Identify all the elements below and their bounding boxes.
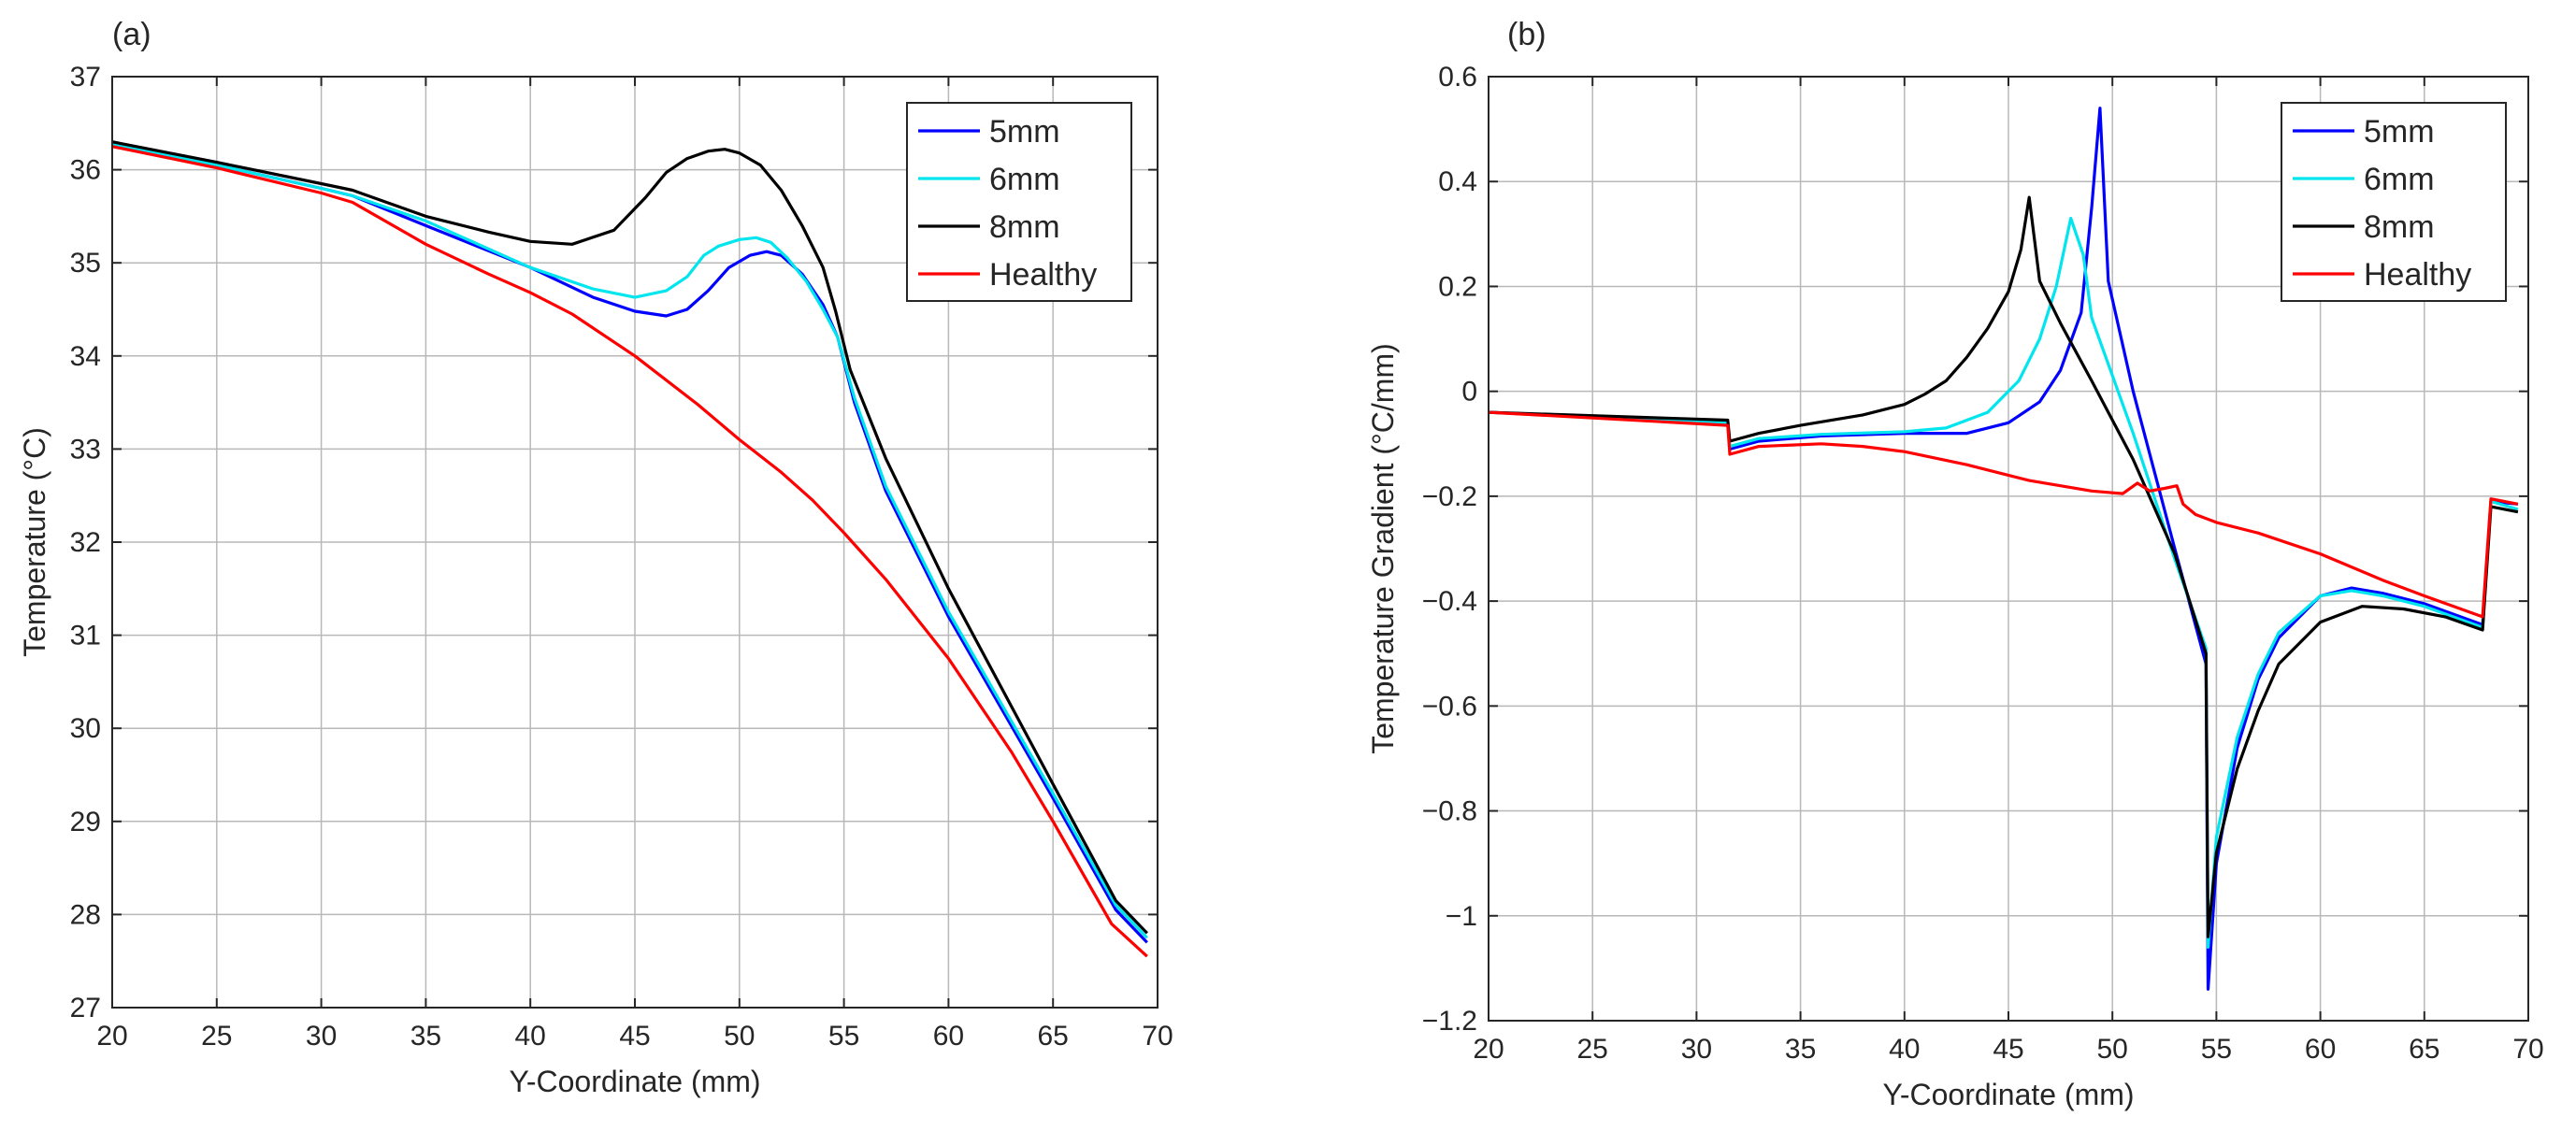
y-tick-label: 28 [70, 899, 101, 930]
panel-label: (b) [1507, 17, 1547, 52]
y-tick-label: 35 [70, 248, 101, 279]
x-tick-label: 70 [2512, 1034, 2543, 1065]
x-tick-label: 20 [1473, 1034, 1504, 1065]
panel-label: (a) [112, 17, 151, 52]
y-tick-label: 32 [70, 527, 101, 558]
x-tick-label: 65 [1038, 1021, 1069, 1052]
y-tick-label: −1.2 [1422, 1006, 1477, 1037]
x-axis-label: Y-Coordinate (mm) [509, 1065, 760, 1098]
y-tick-label: 0.2 [1438, 271, 1477, 302]
y-tick-label: −0.8 [1422, 796, 1477, 827]
series-group [1489, 107, 2519, 991]
legend-label-5mm: 5mm [2364, 114, 2435, 150]
x-tick-label: 35 [410, 1021, 441, 1052]
x-tick-label: 45 [1993, 1034, 2023, 1065]
legend-label-8mm: 8mm [989, 209, 1060, 245]
x-tick-label: 35 [1785, 1034, 1816, 1065]
legend-label-5mm: 5mm [989, 114, 1060, 150]
legend-label-6mm: 6mm [989, 162, 1060, 197]
y-tick-label: 0 [1461, 377, 1477, 408]
x-tick-label: 30 [1681, 1034, 1712, 1065]
x-tick-label: 25 [1577, 1034, 1608, 1065]
x-axis-label: Y-Coordinate (mm) [1882, 1078, 2134, 1111]
legend-box [906, 102, 1132, 302]
series-line-healthy [112, 145, 1148, 958]
legend: 5mm 6mm 8mm Healthy [906, 102, 1132, 302]
x-tick-label: 60 [2305, 1034, 2336, 1065]
chart-panel-a: 20 25 30 35 40 45 50 55 60 65 70 27 28 29 30 31 32 33 34 35… [18, 17, 1173, 1098]
x-tick-label: 55 [828, 1021, 859, 1052]
legend-label-8mm: 8mm [2364, 209, 2435, 245]
chart-panel-b: 20 25 30 35 40 45 50 55 60 65 70 −1.2 −1 −0.8 −0.6 −0.4… [1366, 17, 2544, 1111]
x-tick-label: 60 [933, 1021, 964, 1052]
series-group [112, 140, 1148, 958]
y-tick-label: 0.4 [1438, 166, 1477, 197]
series-line-6mm [112, 143, 1148, 939]
y-axis-label: Temperature (°C) [18, 427, 51, 657]
x-tick-label: 55 [2201, 1034, 2232, 1065]
x-tick-label: 40 [515, 1021, 546, 1052]
x-tick-label: 40 [1889, 1034, 1920, 1065]
y-tick-label: −0.6 [1422, 691, 1477, 722]
x-tick-label: 20 [96, 1021, 127, 1052]
y-tick-label: 29 [70, 807, 101, 837]
x-tick-label: 30 [306, 1021, 337, 1052]
y-tick-label: −0.2 [1422, 481, 1477, 512]
legend-label-6mm: 6mm [2364, 162, 2435, 197]
x-tick-label: 25 [201, 1021, 232, 1052]
y-tick-label: 36 [70, 155, 101, 186]
y-tick-label: −1 [1446, 901, 1477, 932]
series-line-5mm [1489, 107, 2519, 991]
legend-box [2281, 102, 2507, 302]
series-line-6mm [1489, 216, 2519, 950]
x-tick-label: 50 [2097, 1034, 2128, 1065]
series-line-8mm [112, 140, 1148, 935]
series-line-healthy [1489, 410, 2519, 619]
x-tick-label: 45 [619, 1021, 650, 1052]
y-tick-label: 34 [70, 341, 101, 372]
y-axis-label: Temperature Gradient (°C/mm) [1366, 343, 1400, 754]
y-tick-label: 0.6 [1438, 62, 1477, 93]
x-tick-label: 50 [724, 1021, 755, 1052]
series-line-8mm [1489, 195, 2519, 938]
legend-label-healthy: Healthy [989, 257, 1097, 293]
x-tick-label: 70 [1142, 1021, 1173, 1052]
y-tick-label: 37 [70, 62, 101, 93]
y-tick-label: −0.4 [1422, 586, 1477, 617]
y-tick-label: 33 [70, 434, 101, 465]
legend-label-healthy: Healthy [2364, 257, 2471, 293]
y-tick-label: 27 [70, 993, 101, 1023]
y-tick-label: 31 [70, 621, 101, 651]
x-tick-label: 65 [2409, 1034, 2439, 1065]
series-line-5mm [112, 143, 1148, 944]
y-tick-label: 30 [70, 713, 101, 744]
legend: 5mm 6mm 8mm Healthy [2281, 102, 2507, 302]
